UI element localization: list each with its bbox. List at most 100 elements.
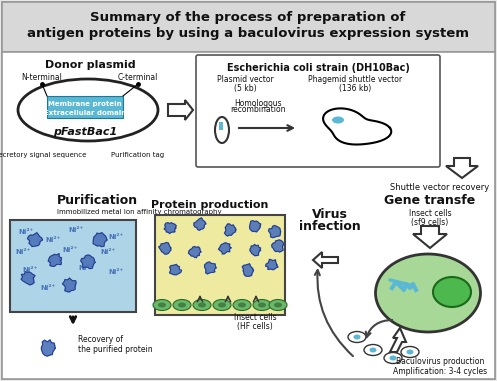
Text: Insect cells: Insect cells bbox=[409, 210, 451, 218]
Polygon shape bbox=[219, 243, 232, 254]
Text: Summary of the process of preparation of: Summary of the process of preparation of bbox=[90, 11, 406, 24]
Polygon shape bbox=[272, 240, 284, 252]
Ellipse shape bbox=[384, 352, 402, 363]
Ellipse shape bbox=[213, 299, 231, 311]
Text: Shuttle vector recovery: Shuttle vector recovery bbox=[390, 184, 490, 192]
Ellipse shape bbox=[173, 299, 191, 311]
Text: Phagemid shuttle vector: Phagemid shuttle vector bbox=[308, 75, 402, 85]
Ellipse shape bbox=[433, 277, 471, 307]
Polygon shape bbox=[169, 264, 181, 275]
Polygon shape bbox=[249, 221, 261, 232]
Polygon shape bbox=[168, 100, 193, 120]
Ellipse shape bbox=[198, 303, 206, 307]
Text: (5 kb): (5 kb) bbox=[234, 83, 256, 93]
Polygon shape bbox=[93, 233, 107, 247]
Text: Ni²⁺: Ni²⁺ bbox=[62, 247, 77, 253]
Ellipse shape bbox=[376, 254, 481, 332]
Ellipse shape bbox=[364, 344, 382, 355]
Text: N-terminal: N-terminal bbox=[21, 72, 63, 82]
Ellipse shape bbox=[253, 299, 271, 311]
Text: Ni²⁺: Ni²⁺ bbox=[40, 285, 55, 291]
Polygon shape bbox=[390, 328, 406, 352]
Ellipse shape bbox=[238, 303, 246, 307]
Ellipse shape bbox=[215, 117, 229, 143]
Text: Baculovirus production: Baculovirus production bbox=[396, 357, 484, 367]
Text: C-terminal: C-terminal bbox=[118, 72, 158, 82]
Ellipse shape bbox=[269, 299, 287, 311]
Text: Homologous: Homologous bbox=[234, 99, 282, 107]
Polygon shape bbox=[159, 242, 171, 254]
Ellipse shape bbox=[158, 303, 166, 307]
Polygon shape bbox=[48, 254, 62, 266]
Bar bbox=[219, 122, 223, 130]
Text: (136 kb): (136 kb) bbox=[339, 83, 371, 93]
Text: Purification: Purification bbox=[57, 194, 138, 207]
Text: Ni²⁺: Ni²⁺ bbox=[15, 249, 30, 255]
Text: Escherichia coli strain (DH10Bac): Escherichia coli strain (DH10Bac) bbox=[227, 63, 410, 73]
Polygon shape bbox=[194, 218, 206, 230]
Text: Immobilized metal ion affinity chromatography: Immobilized metal ion affinity chromatog… bbox=[57, 209, 222, 215]
Ellipse shape bbox=[401, 346, 419, 357]
Ellipse shape bbox=[332, 117, 344, 123]
Polygon shape bbox=[313, 252, 338, 268]
Polygon shape bbox=[268, 226, 281, 238]
Text: Ni²⁺: Ni²⁺ bbox=[22, 267, 37, 273]
FancyArrowPatch shape bbox=[366, 320, 392, 337]
Text: Ni²⁺: Ni²⁺ bbox=[68, 227, 83, 233]
Polygon shape bbox=[225, 224, 236, 236]
Ellipse shape bbox=[274, 303, 282, 307]
Ellipse shape bbox=[369, 347, 377, 352]
Polygon shape bbox=[250, 245, 261, 256]
Ellipse shape bbox=[218, 303, 226, 307]
Polygon shape bbox=[164, 223, 176, 234]
Bar bbox=[155, 215, 285, 315]
Text: Virus: Virus bbox=[312, 208, 348, 221]
Polygon shape bbox=[21, 272, 35, 285]
Text: (sf9 cells): (sf9 cells) bbox=[412, 218, 449, 226]
Text: Secretory signal sequence: Secretory signal sequence bbox=[0, 152, 86, 158]
Text: pFastBac1: pFastBac1 bbox=[53, 127, 117, 137]
Ellipse shape bbox=[258, 303, 266, 307]
Polygon shape bbox=[242, 264, 253, 276]
Text: Ni²⁺: Ni²⁺ bbox=[45, 237, 60, 243]
Ellipse shape bbox=[153, 299, 171, 311]
Polygon shape bbox=[446, 158, 478, 178]
Bar bbox=[2, 2, 495, 52]
Text: Ni²⁺: Ni²⁺ bbox=[18, 229, 33, 235]
Polygon shape bbox=[205, 262, 216, 274]
Polygon shape bbox=[41, 340, 55, 356]
Text: Amplification: 3-4 cycles: Amplification: 3-4 cycles bbox=[393, 367, 487, 376]
Polygon shape bbox=[188, 247, 201, 258]
Text: Ni²⁺: Ni²⁺ bbox=[100, 249, 115, 255]
Text: infection: infection bbox=[299, 221, 361, 234]
Text: Protein production: Protein production bbox=[151, 200, 269, 210]
Text: Plasmid vector: Plasmid vector bbox=[217, 75, 273, 85]
FancyArrowPatch shape bbox=[315, 270, 353, 356]
Polygon shape bbox=[413, 226, 447, 248]
Text: Purification tag: Purification tag bbox=[111, 152, 165, 158]
Polygon shape bbox=[265, 259, 278, 270]
Text: Insect cells: Insect cells bbox=[234, 314, 276, 322]
Polygon shape bbox=[81, 255, 95, 269]
Ellipse shape bbox=[353, 335, 360, 339]
Text: Donor plasmid: Donor plasmid bbox=[45, 60, 135, 70]
Ellipse shape bbox=[390, 355, 397, 360]
Polygon shape bbox=[323, 109, 391, 144]
Text: Gene transfe: Gene transfe bbox=[384, 194, 476, 207]
Ellipse shape bbox=[178, 303, 186, 307]
Text: the purified protein: the purified protein bbox=[78, 346, 153, 354]
Bar bbox=[10, 220, 136, 312]
Ellipse shape bbox=[407, 349, 414, 354]
Text: Recovery of: Recovery of bbox=[78, 336, 123, 344]
FancyBboxPatch shape bbox=[196, 55, 440, 167]
Polygon shape bbox=[27, 233, 43, 247]
Text: antigen proteins by using a baculovirus expression system: antigen proteins by using a baculovirus … bbox=[27, 27, 469, 40]
Bar bbox=[47, 96, 123, 118]
Text: Ni²⁺: Ni²⁺ bbox=[108, 234, 123, 240]
Ellipse shape bbox=[233, 299, 251, 311]
Bar bbox=[2, 52, 495, 379]
Text: Ni²⁺: Ni²⁺ bbox=[78, 265, 93, 271]
Text: recombination: recombination bbox=[230, 106, 286, 115]
Text: (HF cells): (HF cells) bbox=[237, 322, 273, 330]
Text: Extracellular domain: Extracellular domain bbox=[44, 110, 126, 116]
